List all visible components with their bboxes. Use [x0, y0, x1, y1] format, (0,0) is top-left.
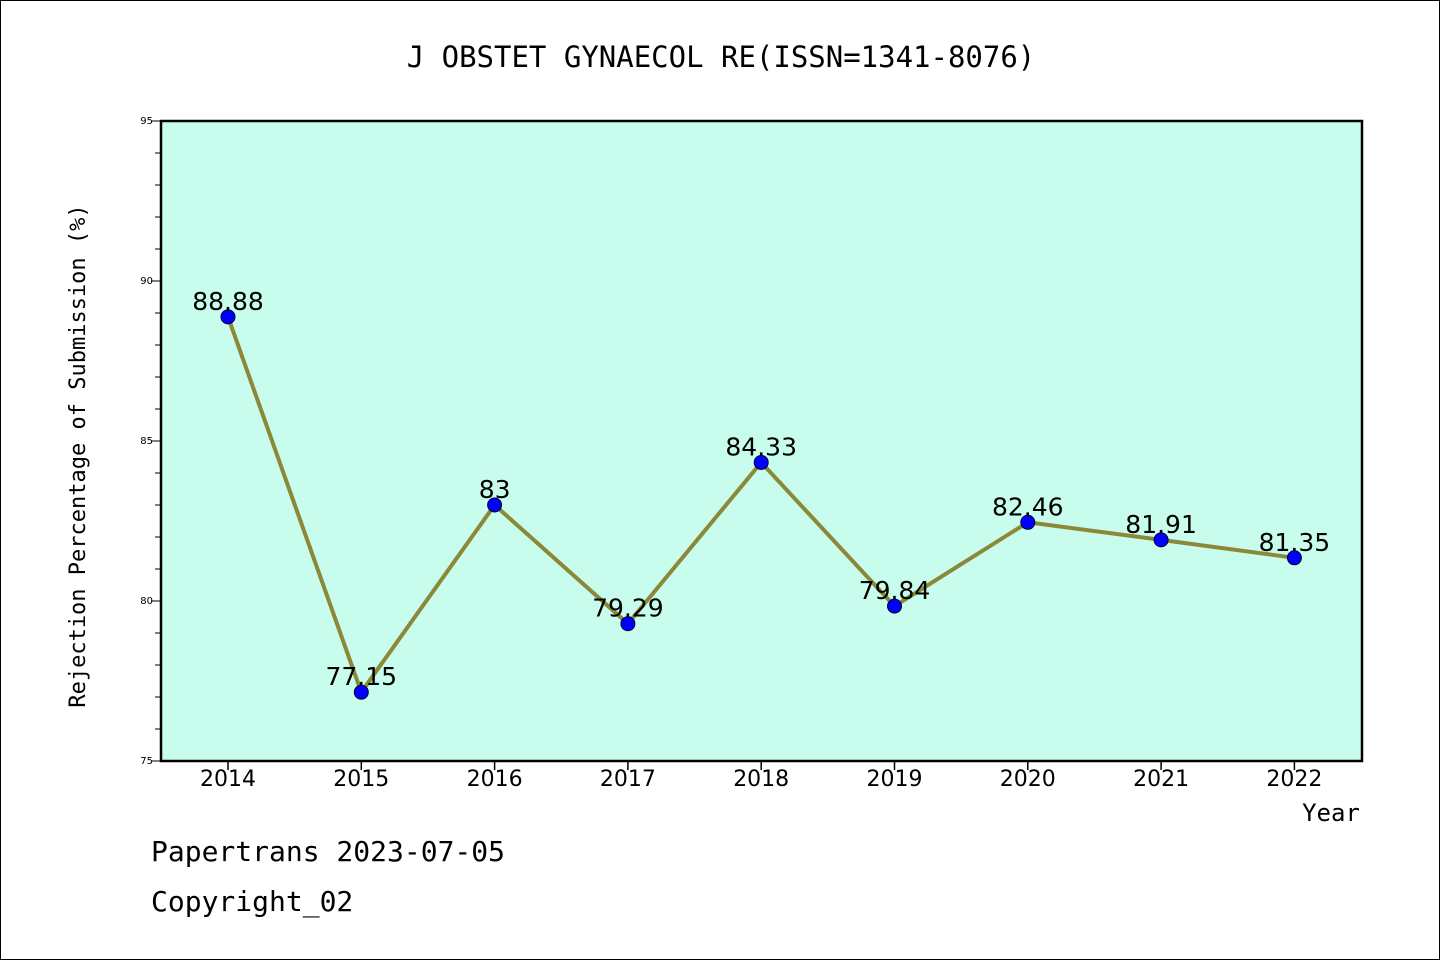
data-point: [1020, 514, 1036, 530]
data-point: [1286, 550, 1302, 566]
data-label: 79.29: [592, 594, 664, 623]
footer-copyright: Copyright_02: [151, 885, 354, 918]
data-label: 88.88: [192, 287, 264, 316]
data-point: [1153, 532, 1169, 548]
data-point: [220, 309, 236, 325]
y-tick-label: 95: [140, 116, 153, 127]
x-tick-label: 2017: [600, 767, 656, 792]
data-point: [353, 684, 369, 700]
y-axis: 75 80 85 90 95: [140, 116, 161, 767]
plot-area: [159, 119, 1364, 763]
data-point: [753, 454, 769, 470]
footer-date: Papertrans 2023-07-05: [151, 835, 506, 868]
series-layer: 88.88 77.15 83 79.29 84.33 79.84 82.46 81.91 81.…: [192, 287, 1331, 700]
x-axis-label: Year: [1302, 799, 1360, 827]
y-tick-label: 80: [140, 596, 153, 607]
data-label: 79.84: [859, 576, 931, 605]
y-tick-label: 90: [140, 276, 153, 287]
y-tick-label: 75: [140, 756, 153, 767]
data-label: 77.15: [326, 662, 398, 691]
x-tick-label: 2016: [467, 767, 523, 792]
x-axis: 2014 2015 2016 2017 2018 2019 2020 2021 2022: [200, 761, 1322, 792]
data-point: [887, 598, 902, 614]
data-label: 81.35: [1259, 528, 1331, 557]
x-tick-label: 2022: [1266, 767, 1322, 792]
chart-title: J OBSTET GYNAECOL RE(ISSN=1341-8076): [407, 40, 1036, 74]
data-label: 81.91: [1125, 510, 1197, 539]
data-point: [620, 616, 636, 632]
x-tick-label: 2015: [333, 767, 389, 792]
data-label: 83: [479, 475, 511, 504]
y-tick-label: 85: [140, 436, 153, 447]
x-tick-label: 2019: [867, 767, 923, 792]
data-point: [487, 497, 503, 513]
data-label: 82.46: [992, 492, 1064, 521]
y-axis-label: Rejection Percentage of Submission (%): [66, 204, 91, 707]
x-tick-label: 2021: [1133, 767, 1189, 792]
x-tick-label: 2020: [1000, 767, 1056, 792]
x-tick-label: 2018: [733, 767, 789, 792]
x-tick-label: 2014: [200, 767, 256, 792]
data-label: 84.33: [725, 432, 797, 461]
